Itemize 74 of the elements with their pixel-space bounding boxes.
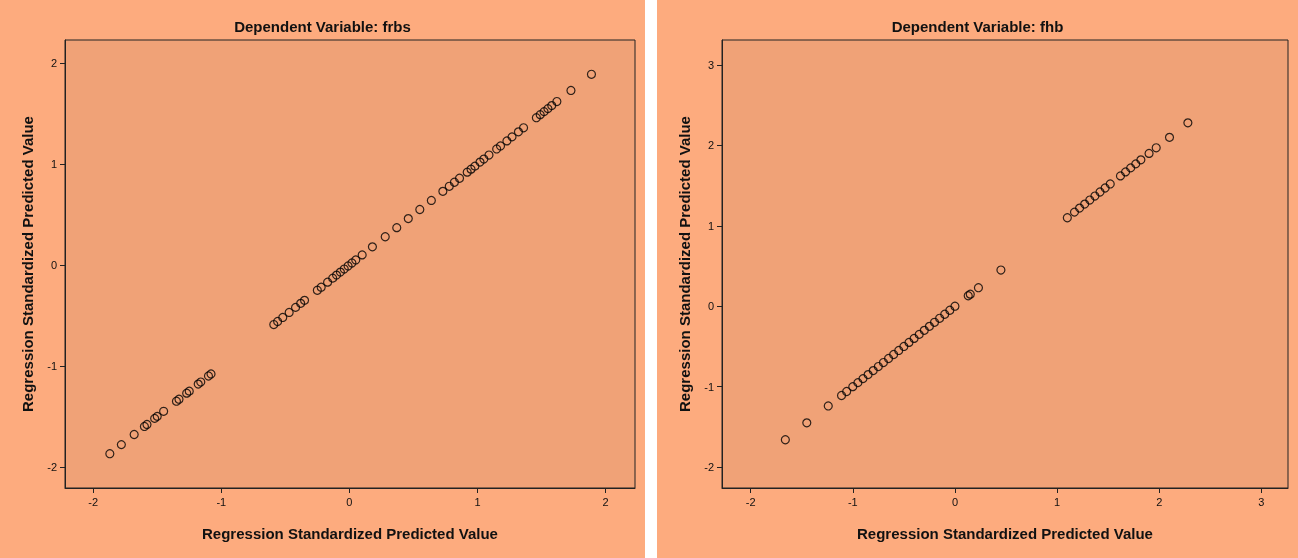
y-tick-label: 2: [50, 57, 57, 70]
x-tick-label: -2: [88, 495, 99, 508]
y-tick-label: 0: [707, 300, 714, 313]
point: [1151, 143, 1161, 153]
point: [823, 401, 833, 411]
point: [853, 378, 863, 388]
point: [950, 301, 960, 311]
x-tick-label: 0: [346, 495, 353, 508]
y-axis-title: Regression Standardized Predicted Value: [19, 116, 36, 412]
point: [1144, 148, 1154, 159]
point: [1164, 132, 1175, 142]
point: [935, 313, 945, 323]
point: [904, 337, 914, 348]
point: [889, 349, 899, 360]
x-tick-label: 0: [951, 495, 958, 508]
point: [863, 369, 873, 380]
x-tick-label: -1: [847, 495, 858, 508]
point: [1126, 163, 1136, 173]
y-tick-label: 2: [707, 139, 714, 152]
point: [1080, 199, 1090, 209]
point: [842, 386, 852, 397]
point: [802, 418, 812, 428]
point: [894, 345, 904, 356]
y-tick-label: -2: [704, 461, 714, 474]
y-tick-label: 1: [707, 219, 714, 232]
x-tick-label: -2: [745, 495, 756, 508]
point: [878, 357, 889, 368]
x-tick-label: 2: [1156, 495, 1163, 508]
x-tick-label: 1: [1054, 495, 1061, 508]
y-tick-label: 0: [50, 259, 57, 272]
point: [1120, 167, 1131, 177]
x-tick-label: 3: [1258, 495, 1265, 508]
point: [945, 305, 955, 315]
point: [1069, 207, 1080, 217]
point: [883, 353, 894, 364]
point: [1183, 118, 1193, 128]
chart-title: Dependent Variable: frbs: [234, 18, 411, 35]
y-tick-label: 1: [50, 158, 57, 171]
point: [940, 309, 950, 319]
point: [836, 390, 847, 401]
x-tick-label: -1: [216, 495, 227, 508]
y-tick-label: -1: [47, 359, 57, 372]
x-axis-title: Regression Standardized Predicted Value: [857, 525, 1153, 542]
point: [914, 329, 924, 339]
point: [919, 325, 929, 335]
point: [1115, 171, 1126, 181]
point: [973, 283, 984, 293]
y-axis-title: Regression Standardized Predicted Value: [676, 116, 693, 412]
y-tick-label: -2: [47, 460, 57, 473]
point: [848, 382, 858, 392]
x-tick-label: 1: [474, 495, 481, 508]
point: [858, 374, 868, 384]
point: [1136, 155, 1146, 165]
point: [1062, 213, 1072, 223]
y-tick-label: -1: [704, 380, 714, 393]
point: [780, 435, 790, 445]
point: [929, 317, 940, 327]
point: [873, 361, 883, 372]
point: [1131, 159, 1141, 169]
point: [1095, 187, 1105, 197]
point: [1100, 183, 1110, 193]
point: [996, 265, 1006, 275]
x-axis-title: Regression Standardized Predicted Value: [202, 525, 498, 542]
point: [868, 365, 878, 376]
y-tick-label: 3: [707, 58, 714, 71]
point: [1090, 191, 1100, 201]
point: [924, 321, 934, 331]
point: [1085, 195, 1095, 205]
x-tick-label: 2: [602, 495, 609, 508]
chart-title: Dependent Variable: fhb: [891, 18, 1064, 35]
point: [1074, 203, 1085, 213]
point: [1105, 179, 1115, 189]
point: [899, 341, 909, 352]
point: [909, 333, 919, 343]
